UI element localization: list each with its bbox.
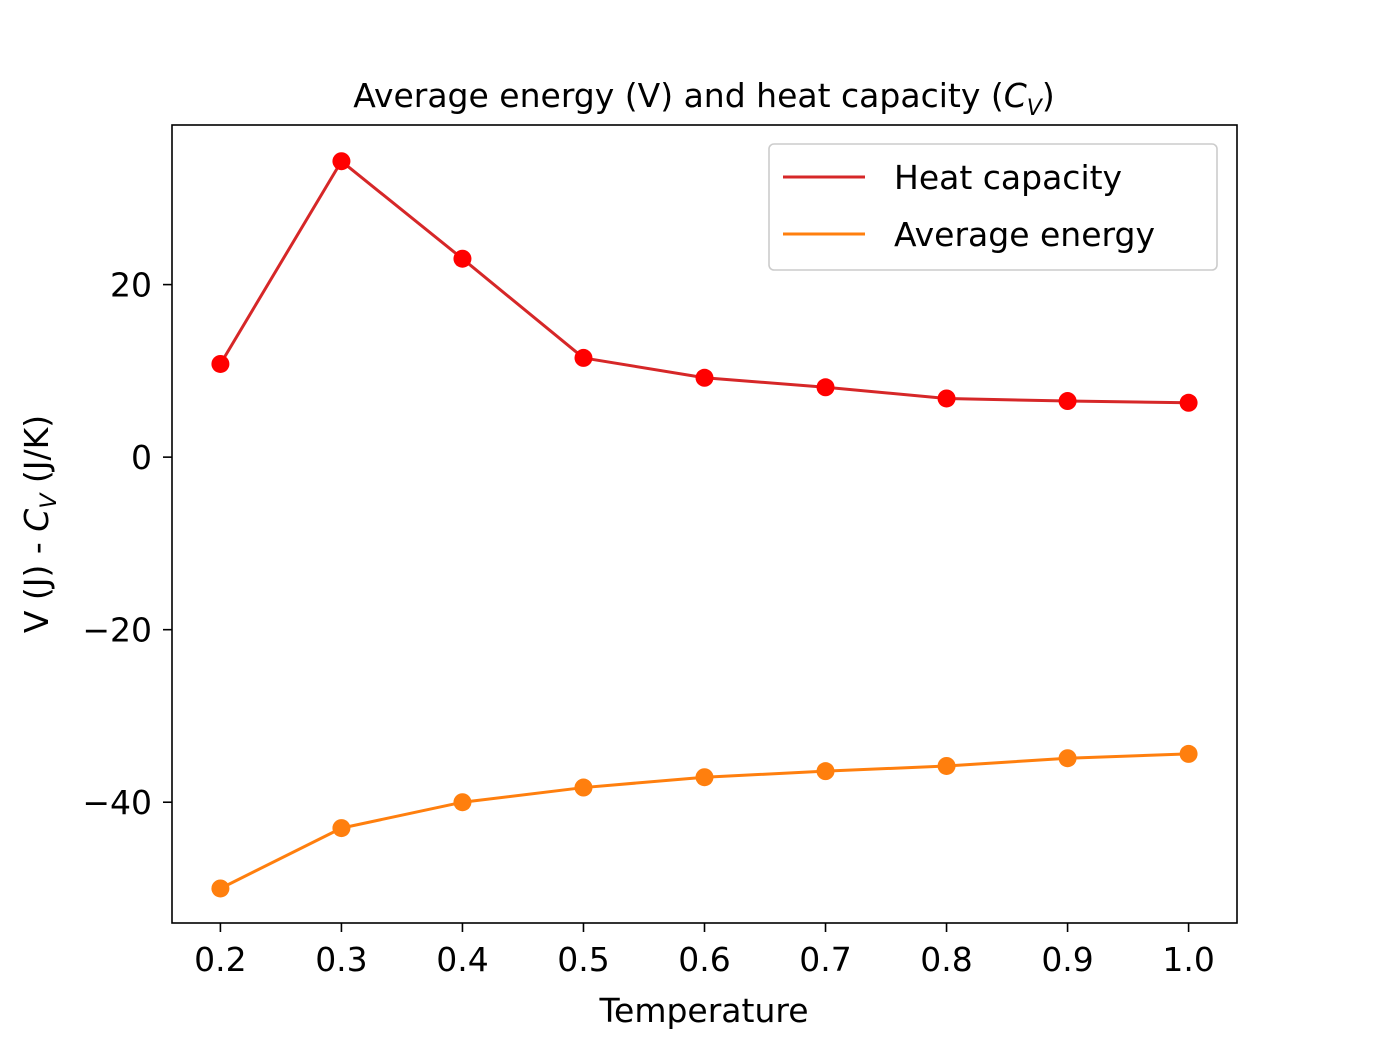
legend-box [768, 143, 1218, 271]
heat-capacity-point [211, 354, 230, 373]
heat-capacity-point [574, 348, 593, 367]
x-tick-label: 0.3 [315, 940, 367, 979]
average-energy-point [937, 756, 956, 775]
x-tick-label: 0.8 [920, 940, 972, 979]
y-axis-title: V (J) - CV (J/K) [17, 415, 62, 633]
legend-label-heat-capacity: Heat capacity [894, 158, 1122, 197]
x-tick-label: 0.4 [436, 940, 488, 979]
heat-capacity-point [937, 389, 956, 408]
legend: Heat capacity Average energy [768, 143, 1218, 271]
x-axis-title: Temperature [598, 991, 808, 1030]
x-tick-label: 0.6 [678, 940, 730, 979]
heat-capacity-point [332, 152, 351, 171]
x-tick-label: 0.5 [557, 940, 609, 979]
x-tick-label: 0.2 [194, 940, 246, 979]
average-energy-point [816, 762, 835, 781]
x-tick-label: 1.0 [1162, 940, 1214, 979]
heat-capacity-point [453, 249, 472, 268]
x-tick-label: 0.9 [1041, 940, 1093, 979]
average-energy-point [1179, 744, 1198, 763]
y-tick-label: 0 [131, 438, 152, 477]
average-energy-point [211, 879, 230, 898]
average-energy-point [453, 793, 472, 812]
legend-label-average-energy: Average energy [894, 215, 1155, 254]
heat-capacity-point [1058, 392, 1077, 411]
chart-title: Average energy (V) and heat capacity (CV… [353, 76, 1054, 121]
y-tick-label: −40 [82, 783, 152, 822]
heat-capacity-point [695, 368, 714, 387]
average-energy-point [695, 768, 714, 787]
x-tick-label: 0.7 [799, 940, 851, 979]
plot-area [211, 152, 1198, 898]
heat-capacity-point [1179, 393, 1198, 412]
axis-ticks: 0.2 0.3 0.4 0.5 0.6 0.7 0.8 0.9 1.0 20 0 −20 −40 [82, 266, 1214, 979]
y-tick-label: 20 [110, 266, 152, 305]
average-energy-point [1058, 749, 1077, 768]
average-energy-point [574, 778, 593, 797]
y-tick-label: −20 [82, 611, 152, 650]
heat-capacity-point [816, 378, 835, 397]
average-energy-point [332, 819, 351, 838]
